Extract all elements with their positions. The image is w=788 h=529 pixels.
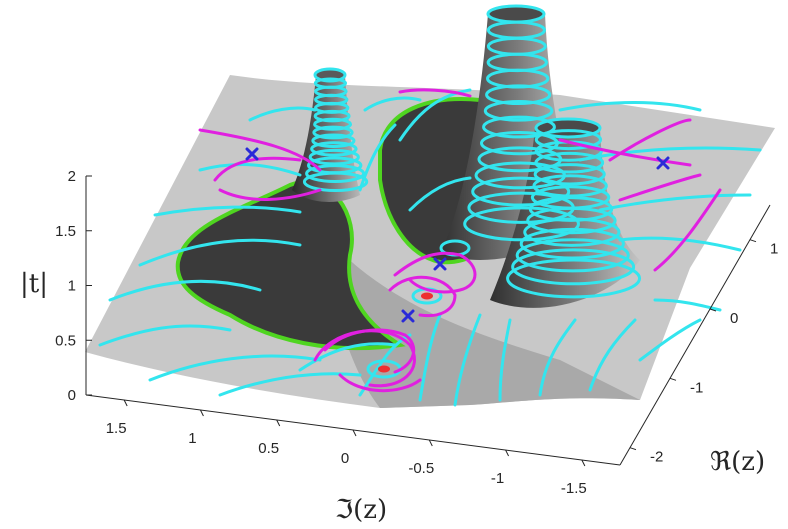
level-curve-rings	[302, 20, 642, 299]
x-tick-mark	[505, 449, 510, 457]
level-ring	[313, 109, 351, 123]
y-tick-mark	[669, 377, 677, 381]
dark-region-left	[175, 180, 406, 351]
x-ticks: 1.5 1 0.5 0 -0.5 -1 -1.5	[106, 399, 587, 497]
level-ring	[519, 227, 625, 260]
y-tick-label: 0	[730, 310, 738, 327]
x-tick-label: 1.5	[106, 420, 127, 437]
z-ticks: 0 0.5 1 1.5 2	[55, 168, 92, 404]
level-ring	[506, 258, 642, 299]
y-tick-label: -1	[690, 379, 703, 396]
saddle-marker	[656, 156, 670, 170]
level-ring	[308, 148, 360, 166]
level-ring	[533, 163, 606, 186]
level-ring	[534, 151, 605, 174]
level-ring	[312, 125, 354, 140]
z-tick-label: 0	[68, 387, 76, 404]
level-ring	[526, 206, 617, 235]
level-ring	[471, 176, 571, 207]
x-tick-label: 1	[188, 430, 196, 447]
y-tick-mark	[709, 308, 717, 312]
phase-curves	[198, 88, 722, 393]
level-ring	[310, 141, 358, 157]
level-ring	[485, 84, 552, 106]
level-ring	[311, 133, 356, 148]
x-tick-mark	[199, 409, 204, 417]
x-tick-mark	[428, 439, 433, 447]
z-tick-label: 0.5	[55, 332, 76, 349]
level-ring	[483, 100, 554, 122]
z-tick-label: 1.5	[55, 223, 76, 240]
y-tick-label: 1	[770, 241, 778, 258]
z-axis-label: |t|	[20, 269, 48, 299]
saddle-markers	[245, 147, 670, 323]
saddle-marker	[401, 309, 415, 323]
y-axis-line	[619, 204, 771, 466]
zero-marker	[378, 365, 390, 373]
level-ring	[534, 129, 603, 151]
y-axis-label: ℜ(z)	[710, 447, 765, 477]
x-tick-label: -0.5	[408, 460, 434, 477]
zero-markers	[378, 292, 433, 373]
x-tick-label: -1	[491, 470, 504, 487]
level-ring	[511, 248, 636, 286]
x-tick-label: 0	[341, 450, 349, 467]
zero-marker	[421, 292, 433, 300]
level-ring	[523, 217, 621, 247]
x-tick-label: 0.5	[258, 440, 279, 457]
level-curves	[98, 88, 762, 407]
y-tick-label: -2	[650, 449, 663, 466]
saddle-marker	[245, 147, 259, 161]
level-ring	[302, 171, 369, 193]
y-ticks: 1 0 -1 -2	[629, 239, 778, 466]
z-tick-label: 1	[68, 278, 76, 295]
x-tick-mark	[352, 429, 357, 437]
level-ring	[482, 115, 556, 139]
saddle-marker	[433, 257, 447, 271]
y-tick-mark	[629, 447, 637, 451]
x-axis-label: ℑ(z)	[335, 495, 387, 525]
level-ring	[515, 238, 630, 273]
surface-shade	[320, 230, 640, 408]
x-tick-mark	[123, 399, 128, 407]
y-tick-mark	[749, 239, 757, 243]
level-ring	[313, 117, 353, 131]
level-ring	[305, 164, 366, 184]
z-tick-label: 2	[68, 168, 76, 185]
x-tick-label: -1.5	[561, 480, 587, 497]
level-ring	[532, 174, 608, 198]
x-tick-mark	[276, 419, 281, 427]
x-tick-mark	[581, 459, 586, 467]
